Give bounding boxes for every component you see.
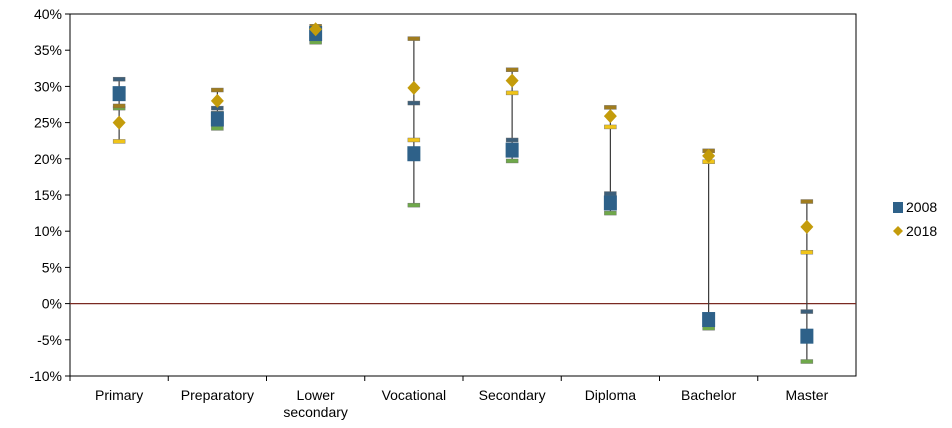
cap-2018-lower — [505, 90, 519, 96]
legend-label-2018: 2018 — [906, 223, 937, 239]
marker-2018 — [800, 219, 814, 234]
cap-2008-upper — [112, 76, 126, 82]
cap-2018-upper — [407, 36, 421, 41]
range-lines — [118, 26, 808, 362]
marker-2008 — [407, 146, 421, 162]
y-tick-label: 0% — [42, 296, 62, 312]
cap-2008-lower — [505, 158, 519, 164]
y-axis: 40% 35% 30% 25% 20% 15% 10% 5% 0% -5% -10% — [29, 6, 70, 384]
y-tick-label: 20% — [34, 151, 62, 167]
legend-label-2008: 2008 — [906, 199, 937, 215]
marker-2008 — [210, 111, 224, 127]
cap-2018-upper — [800, 199, 814, 204]
cap-2008-upper — [407, 100, 421, 106]
legend: 2008 2018 — [893, 199, 937, 239]
x-axis: Primary Preparatory Lower secondary Vocation… — [69, 376, 829, 420]
cap-2008-lower — [407, 202, 421, 208]
marker-2008 — [702, 312, 716, 328]
cap-2018-lower — [112, 139, 126, 144]
y-tick-label: 35% — [34, 42, 62, 58]
cap-2018-upper — [604, 105, 617, 110]
cap-2018-lower — [407, 137, 421, 143]
y-tick-label: 40% — [34, 6, 62, 22]
y-tick-label: -5% — [37, 332, 62, 348]
x-tick-label: Master — [785, 387, 828, 403]
marker-2018 — [210, 93, 224, 108]
marker-2008 — [505, 142, 519, 158]
cap-2008-upper — [800, 309, 814, 314]
cap-2008-lower — [604, 210, 617, 216]
data-markers — [112, 22, 814, 344]
plot-area-frame — [69, 13, 857, 377]
marker-2008 — [112, 86, 126, 102]
cap-2008-upper — [604, 191, 617, 196]
x-tick-label: Vocational — [382, 387, 447, 403]
marker-2008 — [800, 328, 814, 344]
marker-2018 — [702, 148, 716, 163]
y-tick-label: 5% — [42, 259, 62, 275]
marker-2018 — [309, 22, 323, 37]
cap-2018-lower — [800, 249, 814, 255]
x-tick-label: Bachelor — [681, 387, 737, 403]
cap-2018-upper — [211, 87, 224, 93]
y-tick-label: 10% — [34, 223, 62, 239]
marker-2018 — [505, 73, 519, 88]
y-tick-label: -10% — [29, 368, 62, 384]
marker-2008 — [603, 195, 617, 211]
y-tick-label: 25% — [34, 115, 62, 131]
marker-2018 — [603, 109, 617, 124]
x-tick-label: Preparatory — [181, 387, 254, 403]
cap-2018-lower — [604, 124, 617, 130]
cap-2008-lower — [800, 359, 814, 364]
x-tick-label: Diploma — [585, 387, 637, 403]
legend-marker-2008 — [893, 202, 903, 213]
x-tick-label: Lower secondary — [283, 387, 348, 420]
y-tick-label: 30% — [34, 78, 62, 94]
cap-2018-upper — [505, 67, 519, 72]
marker-2018 — [407, 80, 421, 95]
legend-marker-2018 — [893, 226, 903, 236]
cap-2008-lower — [211, 126, 224, 131]
x-tick-label: Primary — [95, 387, 143, 403]
x-tick-label: Secondary — [479, 387, 546, 403]
cap-2008-upper — [505, 137, 519, 143]
marker-2018 — [112, 115, 126, 130]
cap-2018-upper — [112, 103, 126, 109]
y-tick-label: 15% — [34, 187, 62, 203]
